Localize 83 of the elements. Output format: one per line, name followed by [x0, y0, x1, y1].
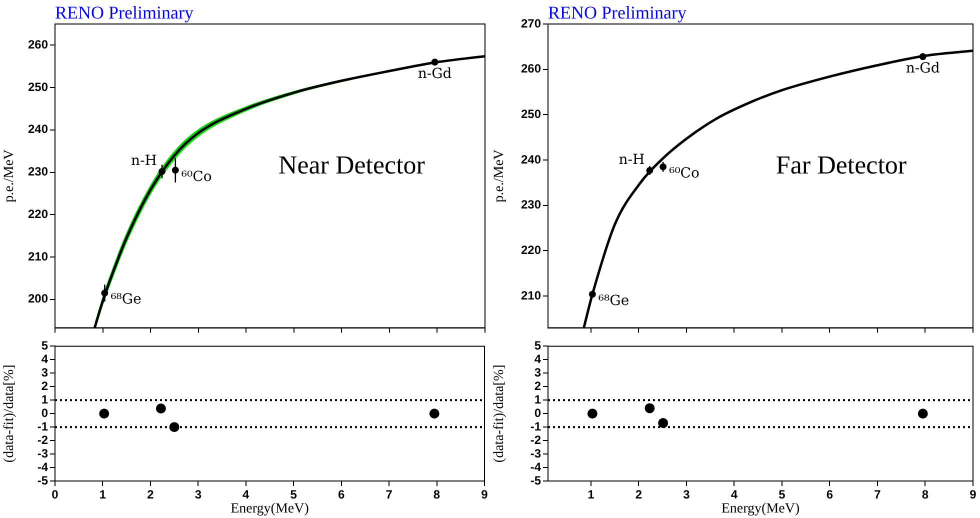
- y-tick-label: 5: [534, 338, 542, 353]
- y-tick-label: -2: [530, 432, 542, 447]
- x-tick-label: 6: [338, 488, 345, 502]
- y-tick-label: -3: [530, 446, 542, 460]
- annotation: Far Detector: [776, 150, 907, 180]
- y-axis-title: (data-fit)/data[%]: [492, 364, 508, 463]
- x-tick-label: 3: [683, 488, 690, 502]
- x-tick-label: 4: [242, 488, 250, 502]
- x-tick-label: 9: [481, 488, 488, 502]
- y-tick-label: 0: [534, 406, 542, 420]
- y-tick-label: 230: [28, 164, 48, 179]
- point: [644, 403, 655, 414]
- y-tick-label: -4: [37, 460, 48, 474]
- y-tick-label: -2: [37, 432, 48, 447]
- x-tick-label: 4: [730, 488, 738, 502]
- point: [99, 408, 110, 419]
- y-axis-title: p.e./MeV: [492, 149, 508, 202]
- y-tick-label: 220: [28, 206, 48, 221]
- y-tick-label: 4: [41, 352, 48, 366]
- y-tick-label: 260: [520, 62, 542, 76]
- y-tick-label: 250: [28, 80, 48, 94]
- point: [588, 290, 596, 298]
- x-tick-label: 1: [99, 488, 106, 502]
- point: [658, 418, 668, 428]
- y-tick-label: 2: [534, 378, 542, 393]
- annotation: ⁶⁰Co: [669, 165, 700, 182]
- x-axis-title: Energy(MeV): [230, 501, 310, 516]
- y-tick-label: 3: [41, 365, 48, 380]
- x-tick-label: 9: [970, 488, 977, 502]
- annotation: ⁶⁸Ge: [110, 292, 142, 308]
- point: [429, 408, 440, 419]
- chart-title: RENO Preliminary: [548, 2, 686, 23]
- point: [431, 58, 438, 66]
- annotation: ⁶⁸Ge: [598, 292, 630, 309]
- annotation: n-H: [618, 152, 645, 168]
- y-tick-label: 1: [534, 392, 542, 406]
- point: [918, 408, 928, 419]
- y-tick-label: -5: [530, 473, 542, 488]
- y-tick-label: 210: [28, 249, 48, 264]
- x-tick-label: 0: [52, 488, 59, 502]
- x-axis-title: Energy(MeV): [721, 501, 800, 516]
- y-axis-title: p.e./MeV: [2, 149, 18, 202]
- x-tick-label: 2: [635, 488, 642, 502]
- y-tick-label: 250: [520, 107, 542, 121]
- y-tick-label: 1: [41, 392, 48, 406]
- y-tick-label: 0: [41, 406, 48, 420]
- point: [919, 53, 926, 60]
- y-tick-label: -4: [530, 460, 542, 474]
- y-tick-label: 220: [520, 243, 542, 258]
- y-tick-label: 5: [41, 338, 48, 353]
- y-tick-label: -1: [530, 419, 542, 434]
- y-tick-label: 230: [520, 198, 542, 212]
- x-tick-label: 5: [290, 488, 298, 502]
- x-tick-label: 6: [826, 488, 834, 502]
- x-tick-label: 7: [386, 488, 393, 502]
- y-axis-title: (data-fit)/data[%]: [2, 364, 18, 463]
- x-tick-label: 2: [147, 488, 154, 502]
- y-tick-label: 210: [520, 288, 542, 302]
- y-tick-label: 260: [28, 38, 48, 52]
- y-tick-label: 4: [534, 352, 542, 366]
- annotation: n-Gd: [906, 60, 940, 76]
- chart-title: RENO Preliminary: [55, 2, 194, 23]
- y-tick-label: 3: [534, 365, 542, 380]
- point: [156, 403, 166, 414]
- y-tick-label: -1: [37, 419, 48, 434]
- y-tick-label: -5: [37, 473, 48, 488]
- x-tick-label: 3: [194, 488, 202, 502]
- annotation: n-Gd: [418, 66, 452, 82]
- y-tick-label: 2: [41, 378, 48, 393]
- y-tick-label: 240: [520, 152, 542, 166]
- y-tick-label: 270: [520, 16, 542, 30]
- y-tick-label: 240: [28, 122, 48, 136]
- x-tick-label: 7: [874, 488, 882, 502]
- annotation: Near Detector: [278, 150, 426, 180]
- x-tick-label: 5: [778, 488, 786, 502]
- x-tick-label: 8: [433, 488, 440, 502]
- x-tick-label: 8: [922, 488, 929, 502]
- annotation: n-H: [131, 153, 158, 170]
- x-tick-label: 1: [588, 488, 595, 502]
- y-tick-label: 200: [28, 292, 48, 306]
- annotation: ⁶⁰Co: [181, 168, 212, 185]
- y-tick-label: -3: [37, 446, 48, 460]
- point: [587, 408, 598, 419]
